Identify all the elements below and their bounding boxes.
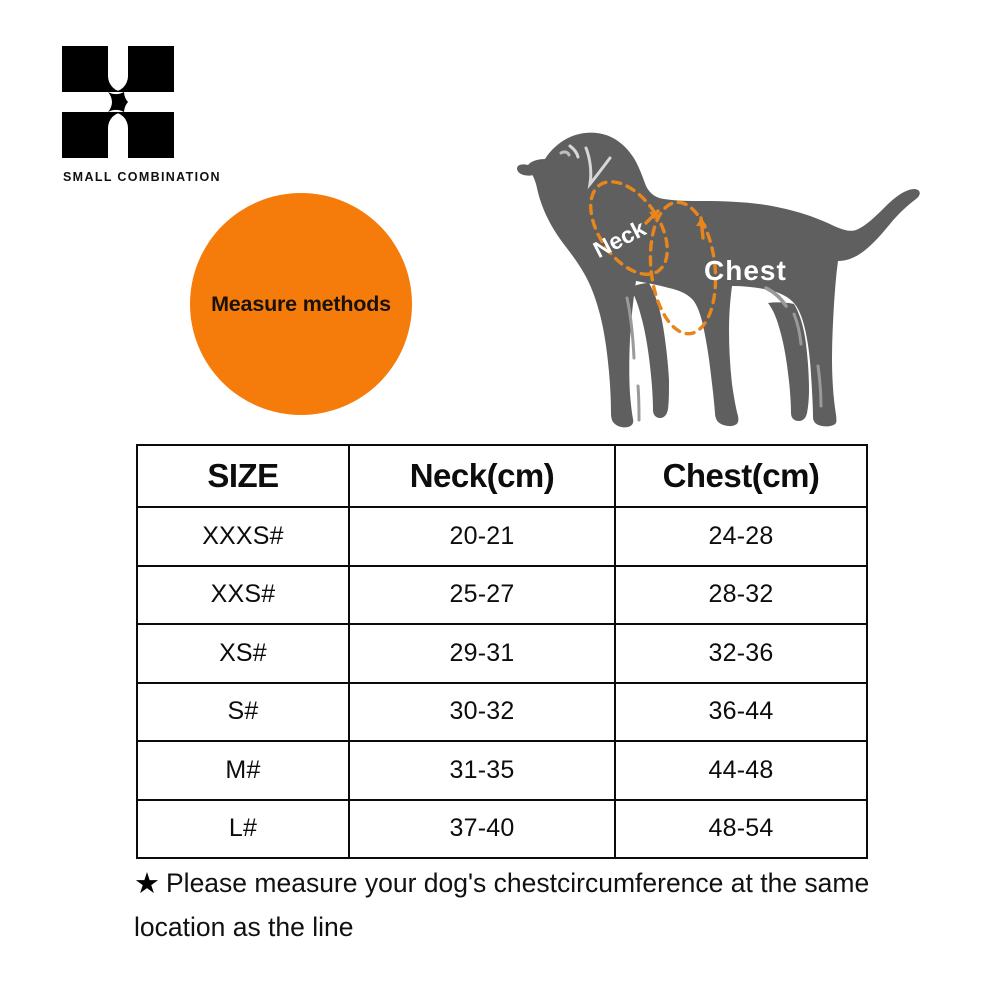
cell-neck: 30-32 <box>348 681 616 742</box>
cell-chest: 44-48 <box>614 740 868 801</box>
dog-hind-crease <box>764 286 788 308</box>
table-row: L# 37-40 48-54 <box>136 798 868 859</box>
dog-hind-crease-2 <box>792 312 803 346</box>
cell-neck: 31-35 <box>348 740 616 801</box>
cell-size: M# <box>136 740 350 801</box>
column-header-size: SIZE <box>136 444 350 508</box>
table-header-row: SIZE Neck(cm) Chest(cm) <box>136 444 868 508</box>
column-header-chest: Chest(cm) <box>614 444 868 508</box>
table-row: S# 30-32 36-44 <box>136 681 868 742</box>
dog-measurement-diagram: Neck Chest <box>498 118 928 433</box>
cell-chest: 28-32 <box>614 564 868 625</box>
dog-foreleg-crease-2 <box>636 384 641 422</box>
cell-chest: 48-54 <box>614 798 868 859</box>
cell-neck: 29-31 <box>348 623 616 684</box>
table-row: XXS# 25-27 28-32 <box>136 564 868 625</box>
size-chart-table: SIZE Neck(cm) Chest(cm) XXXS# 20-21 24-2… <box>136 444 868 859</box>
cell-neck: 37-40 <box>348 798 616 859</box>
four-square-cross-logo-icon <box>62 46 174 158</box>
measurement-footnote: ★ Please measure your dog's chestcircumfe… <box>134 862 924 949</box>
cell-neck: 20-21 <box>348 506 616 567</box>
dog-silhouette-icon <box>517 132 920 428</box>
cell-size: XXS# <box>136 564 350 625</box>
dog-foreleg-crease <box>625 296 636 360</box>
neck-measure-guide <box>589 180 669 276</box>
cell-neck: 25-27 <box>348 564 616 625</box>
chest-measure-guide <box>648 200 718 336</box>
cell-size: L# <box>136 798 350 859</box>
brand-name: SMALL COMBINATION <box>63 170 221 184</box>
cell-chest: 32-36 <box>614 623 868 684</box>
star-icon: ★ <box>134 868 160 900</box>
brand-block: SMALL COMBINATION <box>30 46 250 184</box>
chest-label: Chest <box>704 255 787 286</box>
cell-chest: 36-44 <box>614 681 868 742</box>
measure-methods-label: Measure methods <box>211 291 391 316</box>
table-row: XS# 29-31 32-36 <box>136 623 868 684</box>
dog-rump-crease <box>816 364 823 408</box>
cell-size: S# <box>136 681 350 742</box>
footnote-text: Please measure your dog's chestcircumfer… <box>134 868 870 942</box>
dog-ear-detail <box>584 146 612 190</box>
table-row: M# 31-35 44-48 <box>136 740 868 801</box>
column-header-neck: Neck(cm) <box>348 444 616 508</box>
cell-chest: 24-28 <box>614 506 868 567</box>
dog-head-detail <box>568 144 580 159</box>
table-row: XXXS# 20-21 24-28 <box>136 506 868 567</box>
measure-methods-badge: Measure methods <box>190 193 412 415</box>
cell-size: XXXS# <box>136 506 350 567</box>
cell-size: XS# <box>136 623 350 684</box>
dog-eye-icon <box>559 150 571 157</box>
